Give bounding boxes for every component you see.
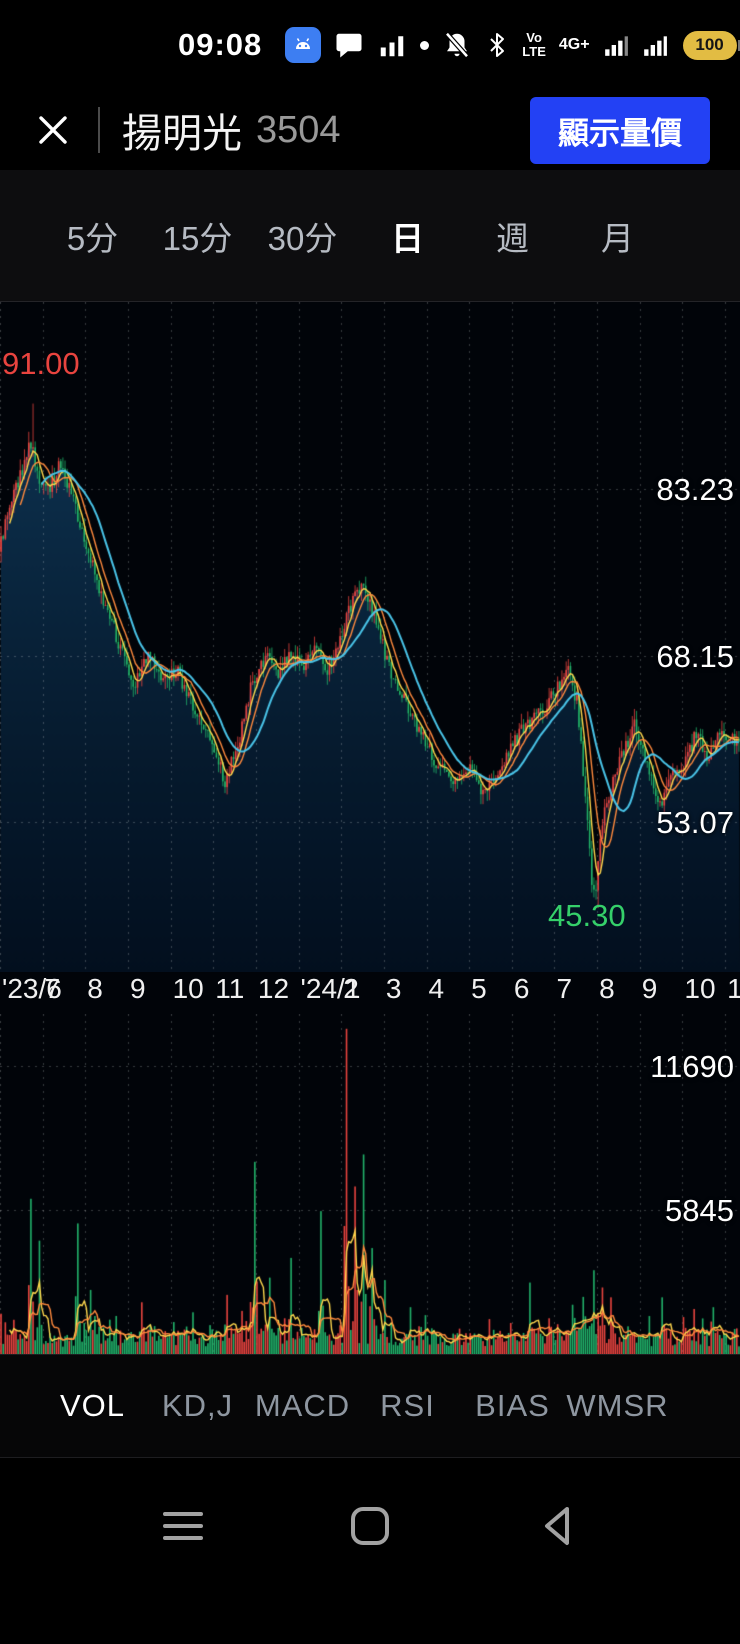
- x-axis-label: '23/6: [2, 973, 62, 1004]
- volume-chart-canvas[interactable]: [0, 1014, 740, 1354]
- android-nav-bar: [0, 1458, 740, 1644]
- indicator-tabs: VOL KD,J MACD RSI BIAS WMSR: [0, 1354, 740, 1458]
- signal-bars-icon-2: [642, 32, 668, 58]
- price-grid-label: 68.15: [656, 638, 734, 674]
- volume-grid-label: 5845: [665, 1192, 734, 1228]
- period-high-label: 91.00: [2, 346, 80, 381]
- battery-level: 100: [695, 35, 724, 54]
- indicator-tab[interactable]: BIAS: [475, 1388, 550, 1423]
- volte-line1: Vo: [526, 30, 542, 46]
- timeframe-tab[interactable]: 15分: [162, 219, 233, 257]
- home-button[interactable]: [342, 1498, 398, 1554]
- x-axis-label: 2: [343, 973, 359, 1004]
- x-axis-label: 9: [641, 973, 658, 1004]
- signal-chart-icon: [377, 30, 407, 60]
- volte-line2: LTE: [522, 44, 546, 59]
- header-divider: [98, 107, 100, 153]
- x-axis-label: 7: [556, 973, 573, 1004]
- x-axis-label: 10: [684, 973, 716, 1004]
- stock-name: 揚明光: [122, 112, 242, 156]
- header: 揚明光 3504 顯示量價: [0, 90, 740, 170]
- chat-bubble-icon: [334, 30, 364, 60]
- volte-icon: Vo LTE: [522, 31, 546, 58]
- indicator-tab[interactable]: WMSR: [566, 1388, 669, 1423]
- price-chart-canvas[interactable]: [0, 302, 740, 972]
- network-type-label: 4G+: [558, 36, 590, 53]
- back-button[interactable]: [529, 1498, 585, 1554]
- x-axis-label: '24/1: [300, 973, 361, 1004]
- x-axis-label: 7: [44, 973, 61, 1004]
- price-grid-label: 83.23: [656, 472, 734, 508]
- volume-grid-label: 11690: [650, 1048, 734, 1084]
- x-axis-label: 1: [727, 973, 740, 1004]
- mute-icon: [442, 30, 472, 60]
- indicator-tab[interactable]: KD,J: [161, 1388, 234, 1423]
- android-app-icon: [285, 27, 322, 63]
- x-axis-label: 5: [471, 973, 487, 1004]
- x-axis-label: 3: [385, 973, 402, 1004]
- status-time: 09:08: [178, 27, 263, 62]
- timeframe-tab[interactable]: 月: [601, 219, 634, 257]
- home-icon: [350, 1507, 389, 1545]
- x-axis-label: 10: [172, 973, 204, 1004]
- volume-chart-pane: 11690 5845: [0, 1014, 740, 1354]
- notification-dot-icon: [420, 40, 430, 50]
- timeframe-tab[interactable]: 30分: [267, 219, 338, 257]
- timeframe-tab[interactable]: 週: [496, 219, 529, 257]
- back-icon: [544, 1507, 569, 1545]
- android-robot-icon: [296, 38, 311, 49]
- x-axis-label: 4: [428, 973, 445, 1004]
- x-axis-label: 6: [513, 973, 530, 1004]
- x-axis-label: 8: [87, 973, 103, 1004]
- indicator-tab[interactable]: RSI: [380, 1388, 435, 1423]
- indicator-tab[interactable]: VOL: [59, 1388, 126, 1423]
- bluetooth-icon: [485, 31, 509, 59]
- signal-bars-icon-1: [603, 32, 629, 58]
- x-axis-label: 9: [129, 973, 146, 1004]
- close-icon: [39, 116, 67, 144]
- x-axis: '23/6 7 8 9 10 11 12'24/1 2 3 4 5 6 7 8 9 10 1: [0, 972, 740, 1014]
- timeframe-tabs: 5分 15分 30分 日 週 月: [0, 170, 740, 302]
- menu-button[interactable]: [155, 1498, 211, 1554]
- menu-icon: [163, 1512, 204, 1540]
- period-low-label: 45.30: [548, 898, 626, 933]
- x-axis-label: 11: [215, 973, 245, 1004]
- show-volume-price-button[interactable]: 顯示量價: [530, 96, 710, 164]
- close-button[interactable]: [30, 107, 76, 153]
- timeframe-tab[interactable]: 日: [391, 219, 424, 257]
- price-chart-pane: 83.23 68.15 53.07 91.00 45.30: [0, 302, 740, 972]
- x-axis-label: 12: [257, 973, 290, 1004]
- indicator-tab[interactable]: MACD: [254, 1388, 351, 1423]
- price-grid-label: 53.07: [656, 805, 734, 841]
- stock-code: 3504: [256, 108, 341, 151]
- timeframe-tab[interactable]: 5分: [66, 219, 119, 257]
- battery-icon: 100: [682, 30, 740, 60]
- x-axis-label: 8: [599, 973, 615, 1004]
- status-bar: 09:08: [0, 0, 740, 90]
